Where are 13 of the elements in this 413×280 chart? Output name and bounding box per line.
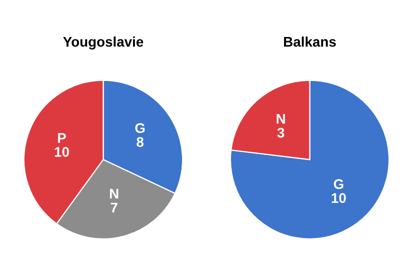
slice-label: N (276, 114, 285, 124)
data-label: 7 (110, 202, 118, 212)
slice-label: P (58, 133, 66, 143)
data-label: 10 (54, 146, 69, 157)
data-label: 8 (136, 137, 144, 147)
slice-label: N (110, 188, 118, 198)
data-label: 10 (332, 193, 346, 203)
chart-title: Yougoslavie (63, 36, 144, 50)
chart-title: Balkans (284, 36, 336, 47)
slice-label: G (334, 179, 344, 189)
slice-label: G (135, 123, 145, 133)
data-label: 3 (277, 128, 284, 138)
pie-slice (230, 80, 390, 240)
